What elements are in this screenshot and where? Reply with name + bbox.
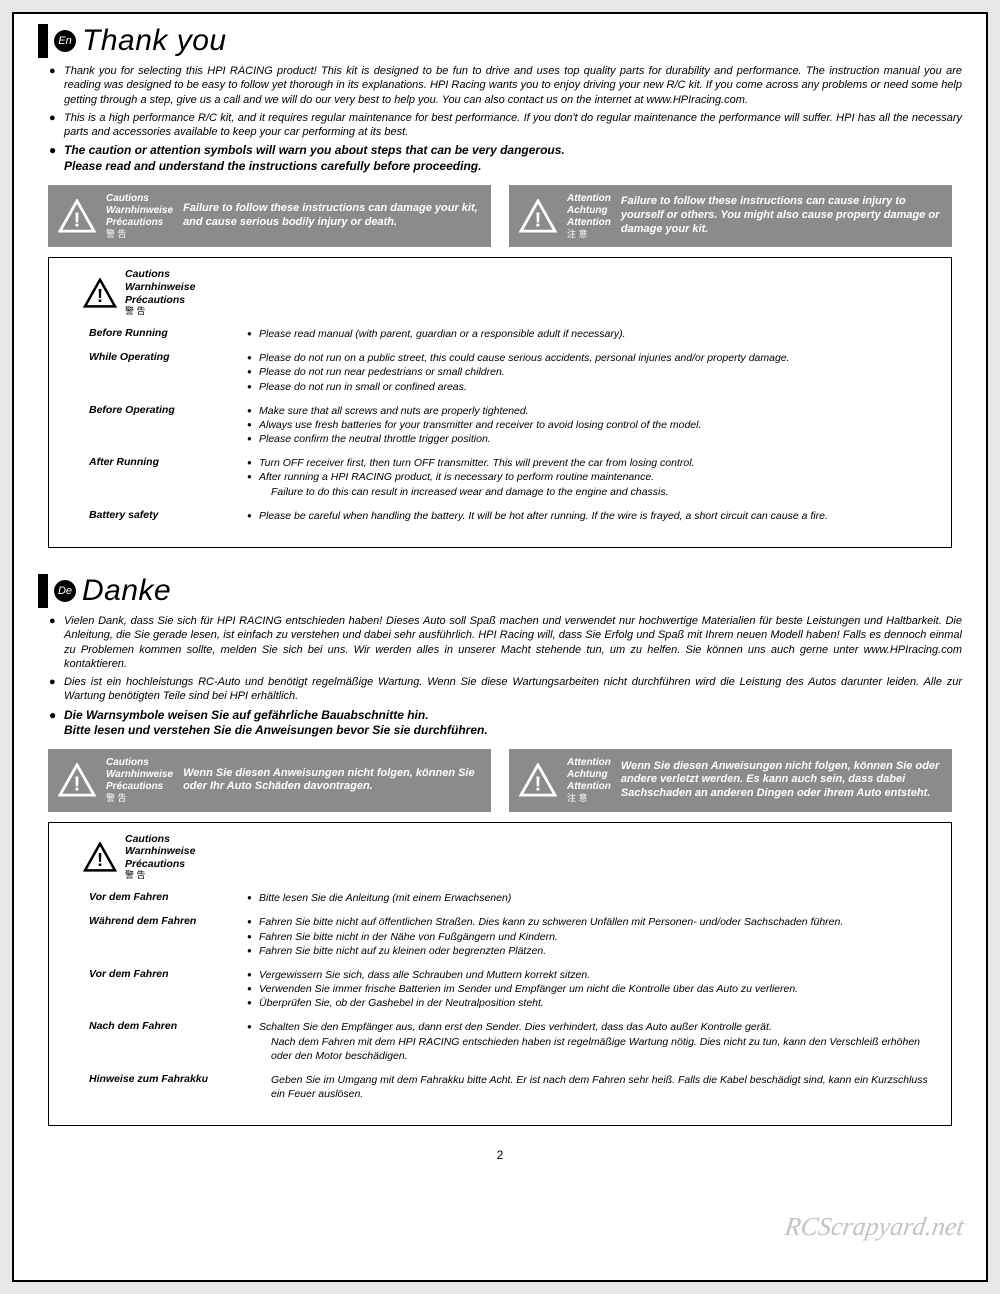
warn-row-de: ! Cautions Warnhinweise Précautions 警 告 … [38, 749, 962, 812]
caution-head-labels: Cautions Warnhinweise Précautions 警 告 [125, 268, 195, 317]
warning-triangle-icon: ! [58, 763, 96, 797]
rule-item: Nach dem Fahren mit dem HPI RACING entsc… [247, 1035, 935, 1063]
attention-labels: Attention Achtung Attention 注 意 [567, 193, 611, 240]
attention-box-de: ! Attention Achtung Attention 注 意 Wenn S… [509, 749, 952, 812]
svg-text:!: ! [535, 208, 542, 231]
title-bar-en: En Thank you [38, 24, 962, 58]
warning-triangle-icon: ! [58, 199, 96, 233]
rule-label: Before Operating [89, 404, 239, 447]
caution-head-labels: Cautions Warnhinweise Précautions 警 告 [125, 833, 195, 882]
rule-items: Schalten Sie den Empfänger aus, dann ers… [247, 1020, 935, 1063]
attention-box-en: ! Attention Achtung Attention 注 意 Failur… [509, 185, 952, 248]
caution-frame-en: ! Cautions Warnhinweise Précautions 警 告 … [48, 257, 952, 547]
rule-item: Bitte lesen Sie die Anleitung (mit einem… [247, 891, 935, 905]
title-de: Danke [82, 574, 171, 608]
rule-item: Turn OFF receiver first, then turn OFF t… [247, 456, 935, 470]
intro-de-bold: Die Warnsymbole weisen Sie auf gefährlic… [64, 708, 962, 739]
title-en: Thank you [82, 24, 227, 58]
svg-text:!: ! [74, 773, 81, 796]
caution-head-en: ! Cautions Warnhinweise Précautions 警 告 [83, 268, 935, 317]
rule-items: Make sure that all screws and nuts are p… [247, 404, 935, 447]
warning-triangle-icon: ! [83, 278, 117, 308]
rule-item: Please be careful when handling the batt… [247, 509, 935, 523]
rule-item: Geben Sie im Umgang mit dem Fahrakku bit… [247, 1073, 935, 1101]
caution-box-de: ! Cautions Warnhinweise Précautions 警 告 … [48, 749, 491, 812]
watermark: RCScrapyard.net [783, 1212, 966, 1242]
rule-item: Please do not run on a public street, th… [247, 351, 935, 365]
intro-de-0: Vielen Dank, dass Sie sich für HPI RACIN… [64, 614, 962, 671]
svg-text:!: ! [97, 849, 103, 870]
rule-label: Hinweise zum Fahrakku [89, 1073, 239, 1101]
attention-text-en: Failure to follow these instructions can… [621, 195, 942, 236]
rule-item: Please read manual (with parent, guardia… [247, 327, 935, 341]
rule-label: Before Running [89, 327, 239, 341]
rule-item: After running a HPI RACING product, it i… [247, 470, 935, 484]
svg-text:!: ! [74, 208, 81, 231]
attention-text-de: Wenn Sie diesen Anweisungen nicht folgen… [621, 760, 942, 801]
rule-item: Failure to do this can result in increas… [247, 485, 935, 499]
rule-item: Schalten Sie den Empfänger aus, dann ers… [247, 1020, 935, 1034]
svg-text:!: ! [97, 285, 103, 306]
warning-triangle-icon: ! [519, 763, 557, 797]
warning-triangle-icon: ! [519, 199, 557, 233]
rule-items: Turn OFF receiver first, then turn OFF t… [247, 456, 935, 499]
rule-label: Battery safety [89, 509, 239, 523]
rule-item: Please confirm the neutral throttle trig… [247, 432, 935, 446]
rule-items: Please do not run on a public street, th… [247, 351, 935, 394]
warning-triangle-icon: ! [83, 842, 117, 872]
rule-item: Fahren Sie bitte nicht auf zu kleinen od… [247, 944, 935, 958]
rule-label: After Running [89, 456, 239, 499]
title-bar-de: De Danke [38, 574, 962, 608]
intro-en-bold: The caution or attention symbols will wa… [64, 143, 962, 174]
caution-text-en: Failure to follow these instructions can… [183, 202, 481, 230]
rules-en: Before Running Please read manual (with p… [65, 327, 935, 523]
intro-de-1: Dies ist ein hochleistungs RC-Auto und b… [64, 675, 962, 704]
rule-items: Please be careful when handling the batt… [247, 509, 935, 523]
caution-labels: Cautions Warnhinweise Précautions 警 告 [106, 757, 173, 804]
warn-row-en: ! Cautions Warnhinweise Précautions 警 告 … [38, 185, 962, 248]
rule-item: Verwenden Sie immer frische Batterien im… [247, 982, 935, 996]
rule-item: Fahren Sie bitte nicht in der Nähe von F… [247, 930, 935, 944]
intro-en-1: This is a high performance R/C kit, and … [64, 111, 962, 140]
rule-item: Please do not run near pedestrians or sm… [247, 365, 935, 379]
lang-badge-en: En [54, 30, 76, 52]
intro-de: Vielen Dank, dass Sie sich für HPI RACIN… [38, 614, 962, 739]
svg-text:!: ! [535, 773, 542, 796]
section-de: De Danke Vielen Dank, dass Sie sich für … [14, 564, 986, 1142]
rule-items: Bitte lesen Sie die Anleitung (mit einem… [247, 891, 935, 905]
rule-label: Vor dem Fahren [89, 891, 239, 905]
caution-box-en: ! Cautions Warnhinweise Précautions 警 告 … [48, 185, 491, 248]
caution-labels: Cautions Warnhinweise Précautions 警 告 [106, 193, 173, 240]
rule-items: Fahren Sie bitte nicht auf öffentlichen … [247, 915, 935, 958]
rule-label: Während dem Fahren [89, 915, 239, 958]
attention-labels: Attention Achtung Attention 注 意 [567, 757, 611, 804]
lang-badge-de: De [54, 580, 76, 602]
rules-de: Vor dem Fahren Bitte lesen Sie die Anleit… [65, 891, 935, 1101]
caution-frame-de: ! Cautions Warnhinweise Précautions 警 告 … [48, 822, 952, 1127]
rule-item: Please do not run in small or confined a… [247, 380, 935, 394]
rule-label: While Operating [89, 351, 239, 394]
rule-item: Vergewissern Sie sich, dass alle Schraub… [247, 968, 935, 982]
rule-item: Überprüfen Sie, ob der Gashebel in der N… [247, 996, 935, 1010]
rule-item: Always use fresh batteries for your tran… [247, 418, 935, 432]
caution-head-de: ! Cautions Warnhinweise Précautions 警 告 [83, 833, 935, 882]
rule-label: Nach dem Fahren [89, 1020, 239, 1063]
rule-item: Make sure that all screws and nuts are p… [247, 404, 935, 418]
rule-items: Vergewissern Sie sich, dass alle Schraub… [247, 968, 935, 1011]
intro-en: Thank you for selecting this HPI RACING … [38, 64, 962, 175]
section-en: En Thank you Thank you for selecting thi… [14, 14, 986, 564]
intro-en-0: Thank you for selecting this HPI RACING … [64, 64, 962, 107]
page: En Thank you Thank you for selecting thi… [12, 12, 988, 1282]
rule-item: Fahren Sie bitte nicht auf öffentlichen … [247, 915, 935, 929]
caution-text-de: Wenn Sie diesen Anweisungen nicht folgen… [183, 767, 481, 795]
rule-items: Please read manual (with parent, guardia… [247, 327, 935, 341]
page-number: 2 [14, 1142, 986, 1172]
rule-items: Geben Sie im Umgang mit dem Fahrakku bit… [247, 1073, 935, 1101]
rule-label: Vor dem Fahren [89, 968, 239, 1011]
